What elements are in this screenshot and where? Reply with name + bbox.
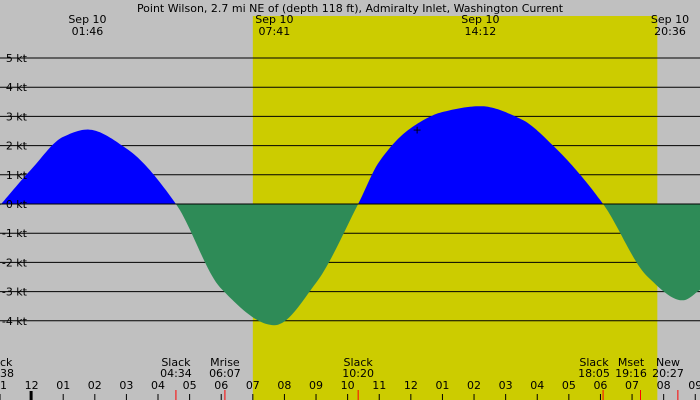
peak-time-label: 07:41 bbox=[259, 25, 291, 38]
hour-label: 03 bbox=[499, 379, 513, 392]
event-time: 20:27 bbox=[652, 367, 684, 380]
event-name: Mset bbox=[618, 356, 645, 369]
hour-label: 08 bbox=[657, 379, 671, 392]
y-axis-tick-labels: 5 kt 4 kt 3 kt 2 kt 1 kt -1 kt -2 kt -3 kt -4 kt… bbox=[2, 52, 28, 328]
peak-date-label: Sep 10 bbox=[461, 13, 499, 26]
peak-date-label: Sep 10 bbox=[68, 13, 106, 26]
y-tick-label: 5 kt bbox=[6, 52, 28, 65]
event-time: 10:20 bbox=[342, 367, 374, 380]
y-tick-label: -1 kt bbox=[2, 227, 28, 240]
event-name: Mrise bbox=[210, 356, 240, 369]
y-tick-label: 2 kt bbox=[6, 140, 28, 153]
hour-label: 10 bbox=[341, 379, 355, 392]
hour-label: 02 bbox=[88, 379, 102, 392]
hour-label: 12 bbox=[25, 379, 39, 392]
chart-title: Point Wilson, 2.7 mi NE of (depth 118 ft… bbox=[137, 2, 564, 15]
peak-time-label: 20:36 bbox=[654, 25, 686, 38]
y-tick-label: 4 kt bbox=[6, 81, 28, 94]
hour-label: 07 bbox=[246, 379, 260, 392]
hour-label: 01 bbox=[56, 379, 70, 392]
event-name: Slack bbox=[161, 356, 191, 369]
event-name: ck bbox=[0, 356, 13, 369]
hour-label: 02 bbox=[467, 379, 481, 392]
peak-time-label: 01:46 bbox=[72, 25, 104, 38]
ebb-area bbox=[175, 204, 359, 326]
midnight-marker bbox=[29, 391, 33, 400]
ebb-area bbox=[603, 204, 700, 301]
y-tick-label: 3 kt bbox=[6, 110, 28, 123]
y-tick-label: 0 kt bbox=[6, 198, 28, 211]
hour-label: 01 bbox=[435, 379, 449, 392]
event-time: 19:16 bbox=[615, 367, 647, 380]
hour-label: 09 bbox=[688, 379, 700, 392]
y-tick-label: -3 kt bbox=[2, 286, 28, 299]
event-name: New bbox=[656, 356, 680, 369]
flood-area bbox=[358, 106, 604, 204]
position-marker: + bbox=[413, 124, 422, 137]
peak-date-label: Sep 10 bbox=[255, 13, 293, 26]
hour-label: 11 bbox=[372, 379, 386, 392]
hour-label: 09 bbox=[309, 379, 323, 392]
hour-label: 06 bbox=[593, 379, 607, 392]
hour-label: 05 bbox=[562, 379, 576, 392]
hour-label: 04 bbox=[530, 379, 544, 392]
hour-label: 06 bbox=[214, 379, 228, 392]
y-tick-label: -4 kt bbox=[2, 315, 28, 328]
hour-label: 05 bbox=[183, 379, 197, 392]
event-labels: Slack04:34Mrise06:07Slack10:20Slack18:05… bbox=[0, 356, 684, 400]
y-tick-label: 1 kt bbox=[6, 169, 28, 182]
hour-label: 12 bbox=[404, 379, 418, 392]
hour-label: 11 bbox=[0, 379, 7, 392]
event-time: 38 bbox=[0, 367, 14, 380]
hour-label: 08 bbox=[277, 379, 291, 392]
event-time: 18:05 bbox=[578, 367, 610, 380]
hour-label: 04 bbox=[151, 379, 165, 392]
event-name: Slack bbox=[579, 356, 609, 369]
hour-axis: 11 12 01 02 03 04 05 06 07 08 09 10 11 12 01 02 03 04 05 06… bbox=[0, 379, 700, 400]
event-name: Slack bbox=[344, 356, 374, 369]
hour-label: 03 bbox=[119, 379, 133, 392]
current-areas bbox=[0, 106, 700, 326]
peak-time-label: 14:12 bbox=[465, 25, 497, 38]
event-time: 06:07 bbox=[209, 367, 241, 380]
hour-label: 07 bbox=[625, 379, 639, 392]
peak-date-label: Sep 10 bbox=[651, 13, 689, 26]
y-tick-label: -2 kt bbox=[2, 256, 28, 269]
event-time: 04:34 bbox=[160, 367, 192, 380]
flood-area bbox=[1, 129, 176, 204]
